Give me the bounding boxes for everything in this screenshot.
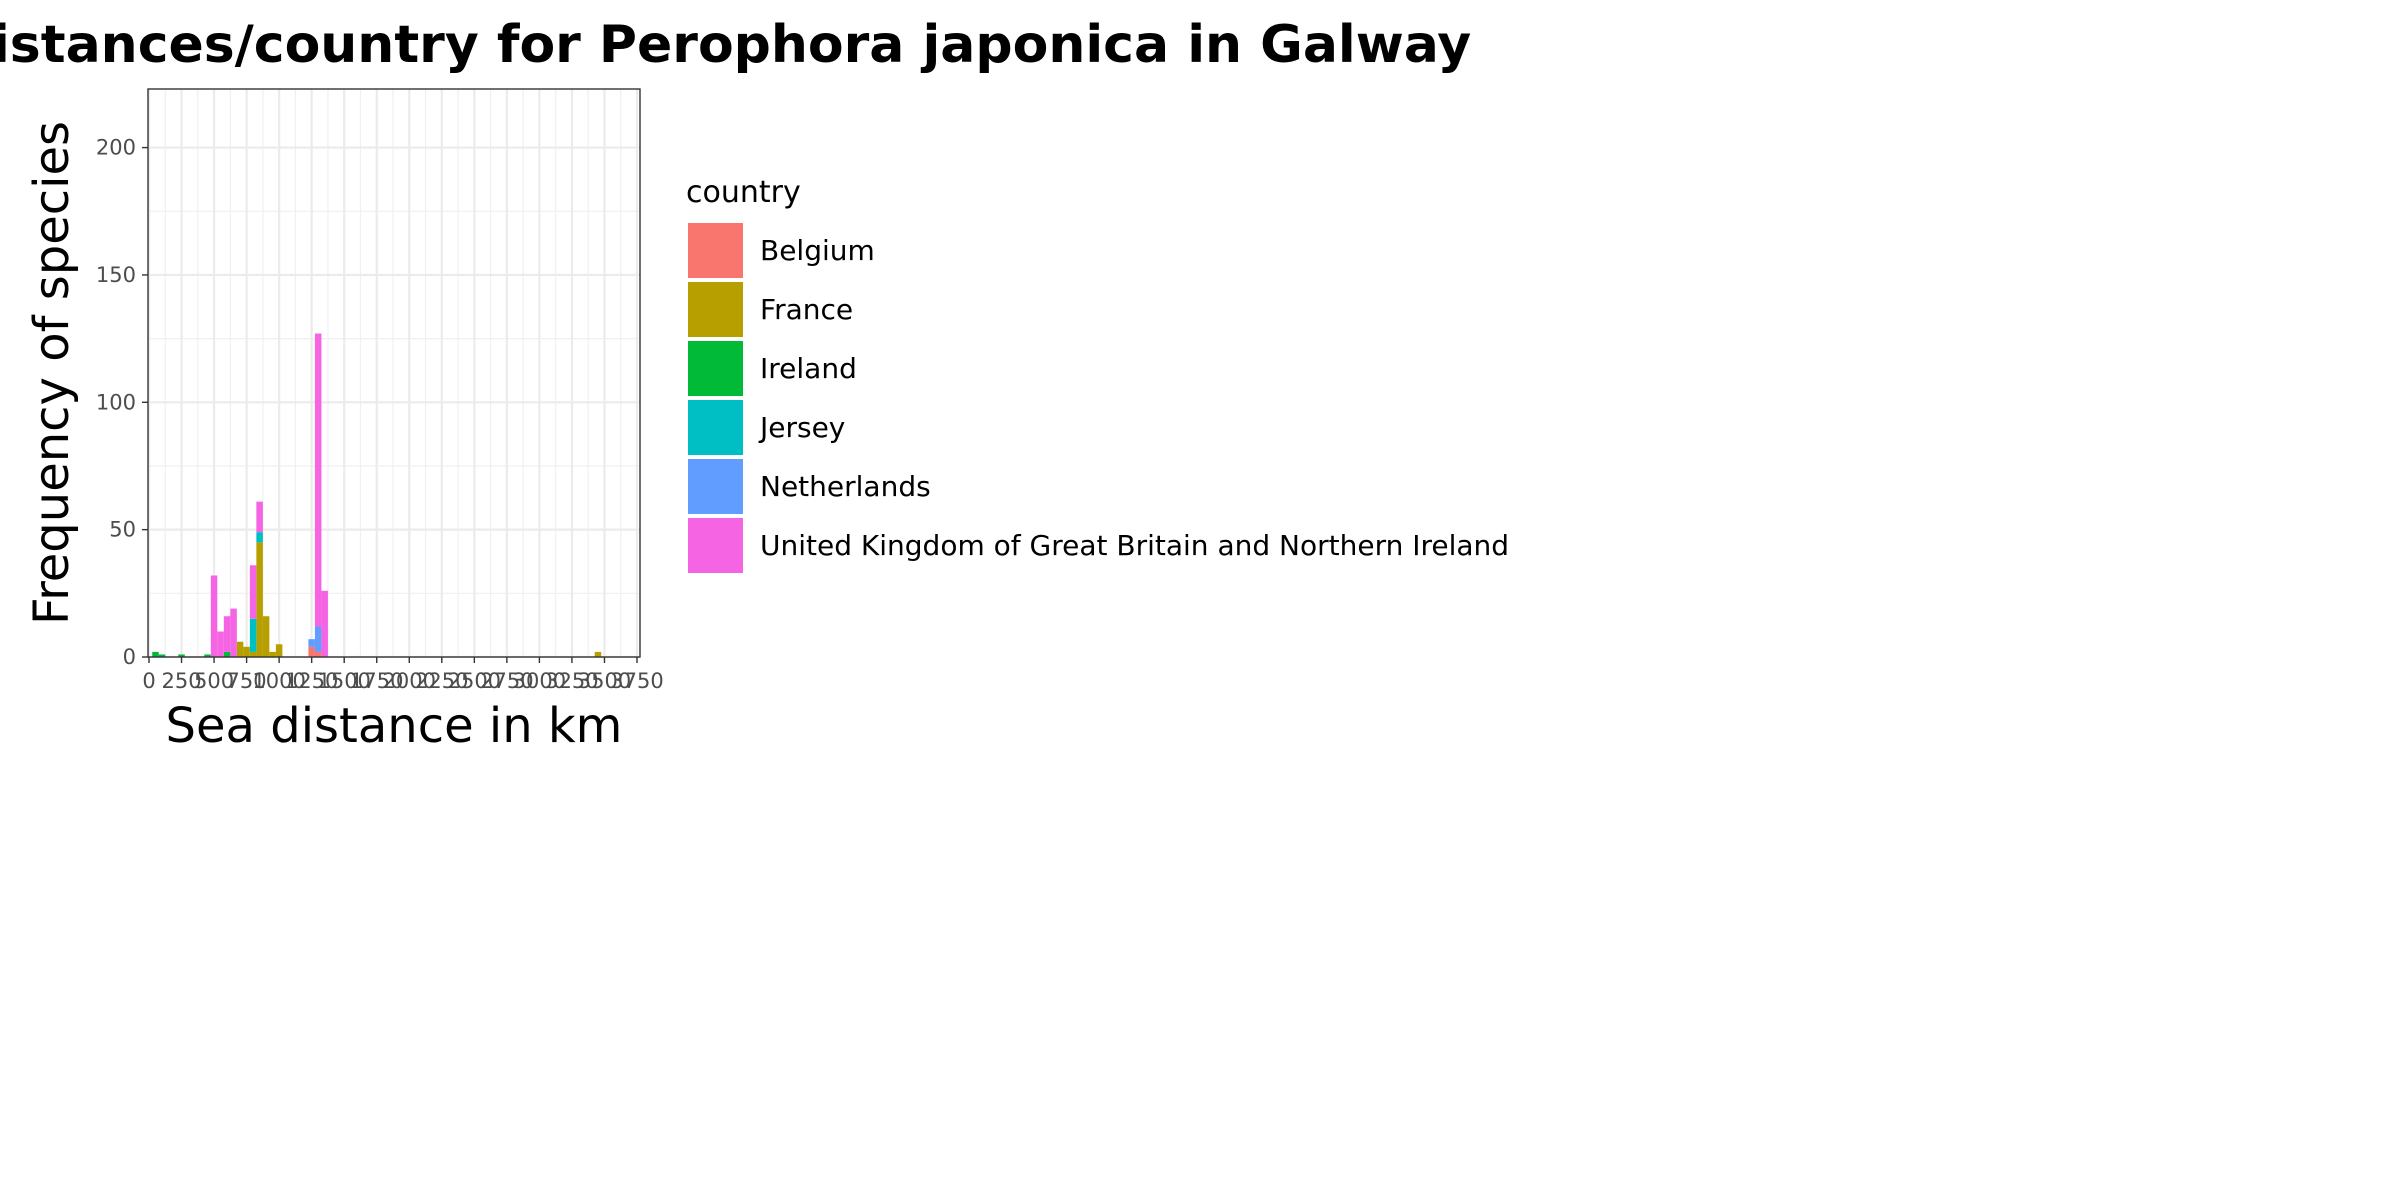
bar-segment bbox=[249, 651, 257, 657]
y-tick-label: 0 bbox=[123, 645, 136, 669]
y-tick-label: 150 bbox=[96, 263, 136, 287]
bar-segment bbox=[314, 626, 322, 652]
x-axis-title: Sea distance in km bbox=[166, 698, 623, 754]
x-tick-label: 250 bbox=[161, 669, 201, 693]
legend-label: France bbox=[760, 293, 853, 326]
y-axis-title: Frequency of species bbox=[24, 121, 80, 625]
bar-segment bbox=[204, 654, 211, 657]
legend: country Belgium France Ireland Jersey Nether… bbox=[686, 175, 1509, 573]
legend-label: Jersey bbox=[758, 411, 845, 444]
x-tick-label: 0 bbox=[142, 669, 155, 693]
bar-segment bbox=[243, 646, 250, 657]
bar-segment bbox=[210, 575, 218, 657]
bar-segment bbox=[256, 501, 263, 533]
plot-border bbox=[147, 88, 641, 658]
y-tick-label: 100 bbox=[96, 390, 136, 414]
bar-segment bbox=[249, 565, 257, 619]
y-axis: 0 50 100 150 200 bbox=[96, 136, 148, 669]
x-tick-label: 3750 bbox=[610, 669, 663, 693]
bar-segment bbox=[158, 654, 166, 657]
x-tick-label: 2500 bbox=[448, 669, 501, 693]
legend-swatch bbox=[688, 400, 743, 455]
bar-segment bbox=[275, 644, 283, 657]
bar-segment bbox=[223, 651, 231, 657]
bar-segment bbox=[230, 608, 237, 657]
x-tick-label: 1750 bbox=[350, 669, 403, 693]
x-axis: 0 250500750100012501500175020002250250027… bbox=[142, 657, 664, 693]
grid bbox=[147, 89, 640, 659]
x-tick-label: 3500 bbox=[578, 669, 631, 693]
chart-title: Sea distances/country for Perophora japo… bbox=[0, 15, 1471, 75]
x-tick-label: 1000 bbox=[252, 669, 305, 693]
x-tick-label: 2750 bbox=[480, 669, 533, 693]
x-tick-label: 750 bbox=[227, 669, 267, 693]
bar-segment bbox=[314, 651, 322, 657]
bar-segment bbox=[269, 651, 276, 657]
bars bbox=[152, 333, 602, 657]
plot-panel bbox=[147, 88, 641, 659]
legend-title: country bbox=[686, 175, 801, 210]
x-tick-label: 2250 bbox=[415, 669, 468, 693]
bar-segment bbox=[256, 542, 263, 657]
legend-swatch bbox=[688, 282, 743, 337]
bar-segment bbox=[236, 641, 244, 657]
bar-segment bbox=[308, 646, 315, 657]
bar-segment bbox=[308, 639, 315, 647]
bar-segment bbox=[594, 651, 602, 657]
x-tick-label: 500 bbox=[194, 669, 234, 693]
legend-label: Netherlands bbox=[760, 470, 931, 503]
y-tick-label: 50 bbox=[109, 518, 136, 542]
bar-segment bbox=[217, 631, 224, 657]
plot-background bbox=[148, 89, 640, 657]
legend-swatch bbox=[688, 223, 743, 278]
bar-segment bbox=[223, 616, 231, 652]
legend-label: Ireland bbox=[760, 352, 857, 385]
bar-segment bbox=[256, 532, 263, 543]
bar-segment bbox=[262, 616, 270, 657]
bar-segment bbox=[249, 618, 257, 652]
legend-label: Belgium bbox=[760, 234, 875, 267]
bar-segment bbox=[152, 651, 159, 657]
legend-swatch bbox=[688, 459, 743, 514]
bar-segment bbox=[314, 333, 322, 627]
bar-segment bbox=[321, 590, 328, 657]
x-tick-label: 3000 bbox=[513, 669, 566, 693]
x-tick-label: 1250 bbox=[285, 669, 338, 693]
x-tick-label: 3250 bbox=[545, 669, 598, 693]
x-tick-label: 2000 bbox=[383, 669, 436, 693]
chart: Sea distances/country for Perophora japo… bbox=[0, 15, 1509, 754]
legend-swatch bbox=[688, 341, 743, 396]
legend-label: United Kingdom of Great Britain and Nort… bbox=[760, 529, 1509, 562]
bar-segment bbox=[178, 654, 185, 657]
legend-swatch bbox=[688, 518, 743, 573]
y-tick-label: 200 bbox=[96, 136, 136, 160]
x-tick-label: 1500 bbox=[317, 669, 370, 693]
